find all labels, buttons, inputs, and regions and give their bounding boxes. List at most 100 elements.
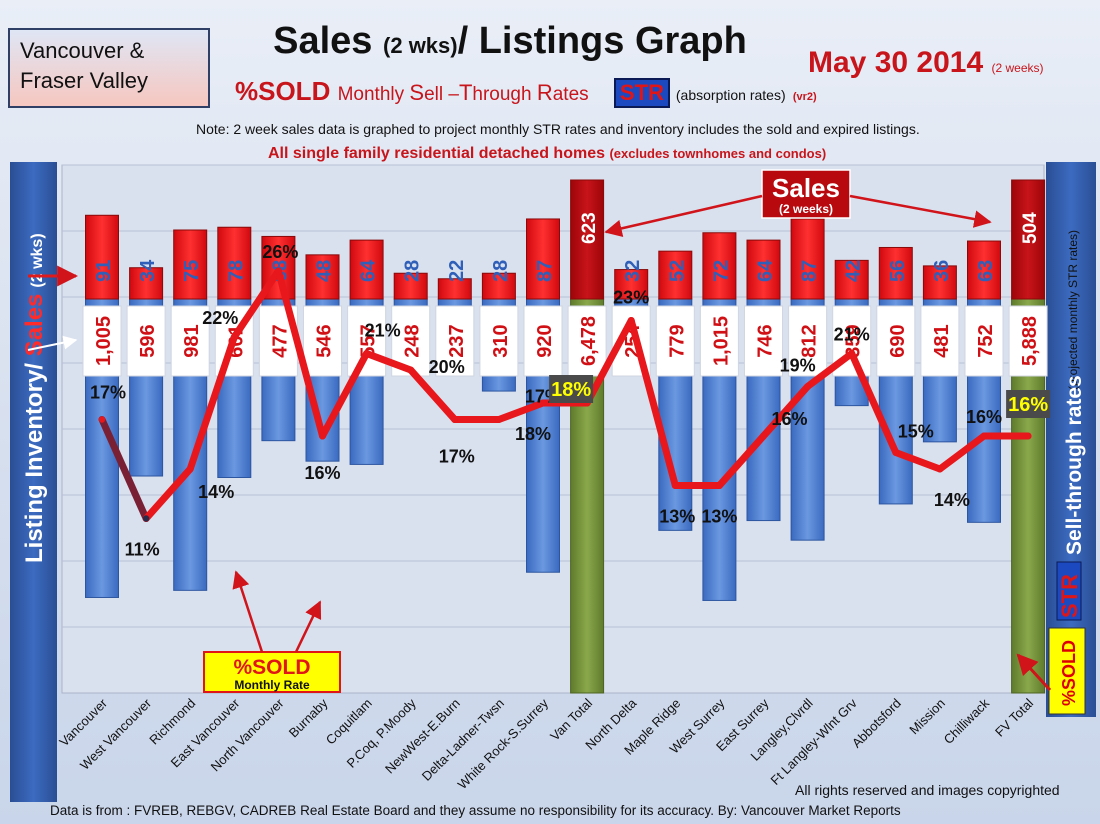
inventory-label-newwest-e-burn: 237 (446, 324, 468, 357)
str-line-segment (627, 317, 679, 489)
inventory-label-box-east-surrey (744, 305, 783, 377)
sales-bar-vancouver (85, 214, 119, 300)
subtitle-ates: ates (552, 84, 589, 105)
str-line (98, 267, 1032, 522)
sales-label-west-surrey: 72 (710, 260, 732, 282)
sales-bar-east-surrey (746, 239, 781, 300)
str-line-segment (583, 317, 635, 407)
str-line-segment (98, 416, 150, 522)
sold-callout-sub: Monthly Rate (234, 678, 310, 692)
percent-label-langley-clvrdl: 19% (780, 356, 816, 376)
sales-bar-langley-clvrdl (790, 218, 825, 300)
sales-callout-box (761, 169, 851, 219)
str-point-abbotsford (892, 449, 899, 456)
title-sales: Sales (273, 20, 384, 62)
percent-label-ft-langley-wlnt-grv: 21% (834, 325, 870, 345)
region-line-1: Vancouver & (20, 38, 145, 63)
inventory-label-p-coq-p-moody: 248 (402, 324, 424, 357)
sales-bar-north-delta (614, 269, 649, 300)
inventory-label-box-langley-clvrdl (788, 305, 828, 377)
percent-label-east-vancouver: 22% (202, 308, 238, 328)
subtitle-s: S (409, 80, 425, 105)
inventory-label-box-abbotsford (876, 305, 916, 377)
inventory-label-ft-langley-wlnt-grv: 359 (843, 324, 865, 357)
inventory-label-coquitlam: 557 (358, 324, 380, 357)
sales-label-vancouver: 91 (93, 260, 115, 282)
str-point-white-rock-s-surrey (539, 399, 547, 407)
str-point-mission (936, 465, 944, 473)
str-point-delta-ladner-twsn (495, 416, 503, 423)
subtitle-ell: ell – (424, 84, 459, 105)
sales-callout-title: Sales (772, 173, 840, 203)
str-line-segment (804, 350, 856, 390)
inventory-label-box-newwest-e-burn (435, 305, 475, 377)
right-axis-label: Sell-through rates (1063, 375, 1086, 555)
sold-callout-title: %SOLD (233, 656, 310, 679)
left-axis-inventory: Listing Inventory/ (21, 356, 48, 563)
sales-bar-mission (922, 265, 957, 300)
category-label-fv-total: FV Total (992, 695, 1036, 739)
sales-label-east-surrey: 64 (755, 259, 777, 282)
percent-label-newwest-e-burn: 17% (439, 447, 475, 467)
inventory-label-box-burnaby (303, 305, 342, 377)
region-line-2: Fraser Valley (20, 68, 148, 93)
inventory-label-box-delta-ladner-twsn (479, 305, 519, 377)
sales-bar-east-vancouver (217, 226, 252, 300)
right-axis-projected: (projected monthly STR rates) (1066, 230, 1080, 390)
sales-label-chilliwack: 63 (975, 260, 997, 282)
sales-label-west-vancouver: 34 (137, 259, 159, 282)
str-point-richmond (187, 465, 194, 473)
report-date: May 30 2014 (2 weeks) (808, 46, 1044, 80)
inventory-label-north-vancouver: 477 (269, 324, 291, 357)
sales-label-delta-ladner-twsn: 28 (490, 260, 512, 282)
percent-label-fv-total: 16% (1008, 394, 1048, 416)
inventory-label-delta-ladner-twsn: 310 (490, 324, 512, 357)
title-period: (2 wks) (383, 33, 458, 58)
percent-label-west-surrey: 13% (701, 507, 737, 527)
category-label-burnaby: Burnaby (286, 695, 331, 740)
sales-label-burnaby: 48 (314, 260, 336, 282)
str-line-segment (407, 366, 459, 423)
sales-callout-arrow-left (604, 194, 763, 237)
sales-label-ft-langley-wlnt-grv: 42 (843, 260, 865, 282)
sales-label-white-rock-s-surrey: 87 (534, 260, 556, 282)
inventory-label-white-rock-s-surrey: 920 (534, 324, 556, 357)
str-line-segment (892, 449, 944, 473)
subnote-main: All single family residential detached h… (268, 145, 605, 162)
inventory-label-burnaby: 546 (314, 324, 336, 357)
percent-label-abbotsford: 15% (898, 422, 934, 442)
percent-box-fv-total (1006, 390, 1051, 418)
inventory-label-box-vancouver (82, 305, 122, 377)
category-label-newwest-e-burn: NewWest-E.Burn (382, 696, 463, 777)
str-point-west-vancouver (142, 515, 150, 522)
str-point-newwest-e-burn (451, 416, 458, 423)
inventory-label-box-chilliwack (964, 305, 1004, 377)
percent-label-maple-ridge: 13% (659, 507, 695, 527)
sales-label-van-total: 623 (579, 212, 600, 244)
inventory-label-box-coquitlam (347, 305, 387, 377)
percent-label-white-rock-s-surrey: 18% (515, 424, 551, 444)
inventory-label-box-white-rock-s-surrey (523, 305, 563, 377)
sales-bar-west-vancouver (129, 267, 164, 300)
sales-callout-arrow-right (849, 194, 992, 228)
inventory-label-box-maple-ridge (655, 305, 695, 377)
inventory-label-langley-clvrdl: 812 (799, 324, 821, 357)
str-line-segment (495, 399, 547, 423)
right-sold-badge (1048, 627, 1086, 715)
percent-label-east-surrey: 16% (771, 409, 807, 429)
inventory-label-box-richmond (170, 305, 210, 377)
sales-bar-white-rock-s-surrey (526, 218, 560, 300)
sales-bar-abbotsford (878, 246, 913, 300)
sales-bar-chilliwack (967, 240, 1001, 300)
left-axis-period: (2 wks) (29, 233, 46, 287)
str-point-maple-ridge (672, 482, 679, 489)
inventory-label-box-west-surrey (699, 305, 739, 377)
sales-bar-coquitlam (349, 239, 384, 300)
subnote-small: (excludes townhomes and condos) (609, 146, 827, 161)
sales-label-langley-clvrdl: 87 (799, 260, 821, 282)
absorption-note: (absorption rates) (675, 87, 786, 103)
sales-bar-fv-total (1011, 179, 1046, 300)
percent-labels: 17%11%14%22%26%16%21%20%17%17%18%18%23%1… (90, 242, 1051, 560)
left-axis-label: Listing Inventory/ Sales(2 wks) (21, 233, 48, 563)
